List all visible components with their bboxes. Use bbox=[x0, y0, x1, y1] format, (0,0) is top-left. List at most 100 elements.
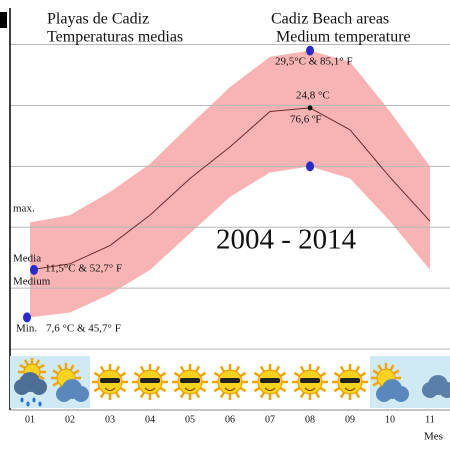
raindrop bbox=[20, 397, 24, 403]
sun-ray bbox=[359, 386, 367, 393]
sun-ray bbox=[234, 391, 241, 399]
sun-ray bbox=[154, 365, 161, 373]
sun-ray bbox=[299, 365, 306, 373]
sun-ray bbox=[213, 371, 221, 378]
sun-ray bbox=[179, 365, 186, 373]
weather-icon bbox=[92, 364, 128, 400]
cloud bbox=[73, 386, 89, 402]
sun-ray bbox=[339, 391, 346, 399]
sun-ray bbox=[274, 365, 281, 373]
smile bbox=[144, 387, 156, 391]
smile bbox=[224, 387, 236, 391]
x-tick-label: 02 bbox=[65, 414, 75, 425]
sun-ray bbox=[179, 391, 186, 399]
corner-icon bbox=[0, 12, 7, 28]
weather-icon bbox=[212, 364, 248, 400]
weather-icon bbox=[50, 356, 90, 408]
sun-ray bbox=[253, 386, 261, 393]
raindrop bbox=[38, 401, 42, 407]
sun-ray bbox=[354, 391, 361, 399]
sun-ray bbox=[314, 365, 321, 373]
sun-ray bbox=[99, 391, 106, 399]
sun-ray bbox=[259, 365, 266, 373]
weather-icon bbox=[370, 356, 410, 408]
temperature-band bbox=[30, 50, 430, 318]
sun-ray bbox=[213, 386, 221, 393]
x-tick-label: 01 bbox=[25, 414, 35, 425]
series-label: max. bbox=[13, 203, 35, 215]
sun-ray bbox=[93, 371, 101, 378]
raindrop bbox=[32, 397, 36, 403]
annotation: 24,8 °C bbox=[296, 90, 330, 102]
chart-title: Playas de Cadiz bbox=[47, 11, 149, 28]
x-tick-label: 10 bbox=[385, 414, 395, 425]
sun-ray bbox=[52, 381, 59, 387]
sunglasses bbox=[220, 378, 240, 383]
sun-ray bbox=[359, 371, 367, 378]
sun-ray bbox=[159, 386, 167, 393]
series-label: Min. bbox=[16, 323, 37, 335]
sun-ray bbox=[372, 381, 379, 387]
series-label: Media bbox=[13, 253, 41, 265]
sun-ray bbox=[339, 365, 346, 373]
sunglasses bbox=[180, 378, 200, 383]
sunglasses bbox=[140, 378, 160, 383]
sun-ray bbox=[299, 391, 306, 399]
sun-ray bbox=[159, 371, 167, 378]
smile bbox=[184, 387, 196, 391]
sun-ray bbox=[219, 365, 226, 373]
sunglasses bbox=[300, 378, 320, 383]
sun-ray bbox=[119, 386, 127, 393]
weather-icon bbox=[410, 356, 450, 408]
sun-ray bbox=[293, 371, 301, 378]
x-tick-label: 08 bbox=[305, 414, 315, 425]
period-label: 2004 - 2014 bbox=[216, 224, 357, 256]
x-tick-label: 07 bbox=[265, 414, 275, 425]
sun-ray bbox=[194, 365, 201, 373]
sun-ray bbox=[314, 391, 321, 399]
sun-ray bbox=[57, 364, 63, 371]
sun-ray bbox=[119, 371, 127, 378]
cloud bbox=[439, 382, 450, 398]
highlight-point bbox=[23, 312, 31, 323]
weather-icon bbox=[172, 364, 208, 400]
annotation: 29,5°C & 85,1° F bbox=[275, 56, 353, 68]
sunglasses bbox=[340, 378, 360, 383]
sun-ray bbox=[38, 363, 45, 370]
sun-ray bbox=[279, 386, 287, 393]
weather-icon bbox=[132, 364, 168, 400]
smile bbox=[304, 387, 316, 391]
sun-ray bbox=[133, 386, 141, 393]
sun-ray bbox=[259, 391, 266, 399]
highlight-point bbox=[30, 264, 38, 275]
chart-subtitle: Medium temperature bbox=[276, 29, 411, 46]
sunglasses bbox=[100, 378, 120, 383]
sun-ray bbox=[154, 391, 161, 399]
sun-ray bbox=[23, 359, 30, 366]
x-axis-label: Mes bbox=[424, 431, 443, 443]
sun-ray bbox=[234, 365, 241, 373]
smile bbox=[104, 387, 116, 391]
sun-ray bbox=[139, 391, 146, 399]
weather-icon bbox=[10, 356, 50, 408]
annotation: 11,5°C & 52,7° F bbox=[45, 263, 122, 275]
weather-icon bbox=[252, 364, 288, 400]
x-tick-label: 05 bbox=[185, 414, 195, 425]
sun-ray bbox=[377, 364, 383, 371]
sun-ray bbox=[239, 386, 247, 393]
x-tick-label: 04 bbox=[145, 414, 155, 425]
sun-ray bbox=[319, 371, 327, 378]
smile bbox=[344, 387, 356, 391]
sun-ray bbox=[93, 386, 101, 393]
smile bbox=[264, 387, 276, 391]
sun-ray bbox=[219, 391, 226, 399]
sun-ray bbox=[253, 371, 261, 378]
sun-ray bbox=[239, 371, 247, 378]
x-tick-label: 11 bbox=[425, 414, 435, 425]
highlight-point bbox=[306, 161, 314, 172]
sun-ray bbox=[173, 386, 181, 393]
sun-ray bbox=[293, 386, 301, 393]
sun-ray bbox=[38, 374, 45, 381]
weather-icon bbox=[332, 364, 368, 400]
sun-ray bbox=[274, 391, 281, 399]
